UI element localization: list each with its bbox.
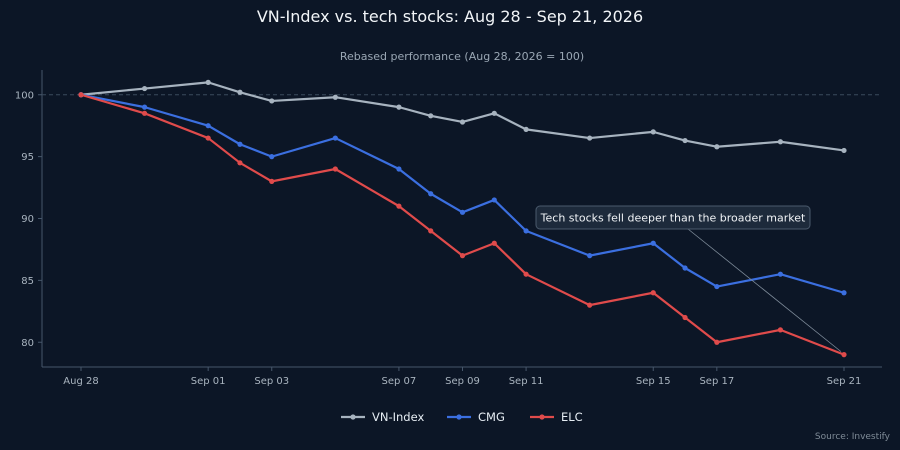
data-point-cmg [205,123,211,129]
data-point-elc [428,228,434,234]
data-point-vn-index [777,139,784,145]
data-point-elc [777,327,784,333]
data-point-elc [205,135,211,141]
legend-label-elc: ELC [561,410,583,424]
data-point-elc [459,253,466,259]
x-tick-label: Sep 17 [699,376,734,387]
source-note: Source: Investify [815,432,891,442]
data-point-vn-index [332,94,338,100]
data-point-elc [332,166,338,172]
data-point-elc [491,240,497,246]
data-point-elc [523,271,529,277]
data-point-vn-index [396,104,402,110]
data-point-cmg [587,253,593,259]
legend-marker-cmg [456,414,462,420]
data-point-vn-index [428,113,434,119]
y-tick-label: 80 [21,338,34,349]
chart-subtitle: Rebased performance (Aug 28, 2026 = 100) [340,50,584,63]
data-point-elc [682,314,688,321]
x-tick-label: Sep 11 [509,376,544,387]
data-point-cmg [459,209,466,215]
x-tick-label: Sep 15 [636,376,671,387]
plot-area: 80 85 90 95 100 Aug 28 Sep 01 Sep 03 Sep 07 Sep 0… [15,70,882,387]
legend: VN-Index CMG ELC [341,410,583,424]
data-point-elc [237,160,243,166]
data-point-cmg [682,265,688,271]
x-tick-label: Sep 03 [254,376,289,387]
data-point-vn-index [714,144,720,150]
data-point-elc [396,203,402,209]
data-point-elc [587,302,593,308]
data-point-cmg [141,104,148,110]
x-tick-label: Sep 21 [827,376,862,387]
legend-marker-elc [539,414,545,420]
y-tick-label: 90 [21,214,34,225]
data-point-vn-index [682,137,688,144]
data-point-vn-index [269,98,275,104]
data-point-vn-index [237,89,243,95]
data-point-cmg [428,191,434,197]
annotation-box [535,205,811,230]
x-tick-label: Sep 01 [191,376,226,387]
y-tick-label: 100 [15,90,34,101]
data-point-cmg [841,290,847,296]
data-point-vn-index [141,85,148,92]
data-point-elc [714,339,720,345]
series-line-vn-index [80,81,845,152]
x-tick-label: Aug 28 [63,376,98,387]
y-tick-label: 95 [21,152,34,163]
data-point-cmg [332,135,338,141]
data-point-vn-index [587,135,593,141]
data-point-cmg [714,283,720,290]
annotation-arrow [687,228,842,352]
data-point-cmg [237,141,243,147]
data-point-cmg [396,166,402,172]
chart-title: VN-Index vs. tech stocks: Aug 28 - Sep 2… [257,7,643,26]
data-point-elc [841,352,847,358]
data-point-cmg [777,271,784,277]
y-tick-label: 85 [21,276,34,287]
data-point-elc [141,110,148,116]
data-point-vn-index [459,119,466,125]
data-point-elc [650,290,656,296]
data-point-vn-index [205,79,211,85]
data-point-cmg [523,228,529,234]
data-point-cmg [491,197,497,203]
data-point-vn-index [523,126,529,132]
data-point-cmg [269,154,275,160]
data-point-cmg [650,240,656,246]
data-point-elc [78,92,84,98]
legend-marker-vn-index [350,414,356,420]
x-tick-label: Sep 07 [382,376,417,387]
x-tick-label: Sep 09 [445,376,480,387]
legend-label-vn-index: VN-Index [372,410,424,424]
data-point-vn-index [841,147,847,154]
annotation-text: Tech stocks fell deeper than the broader… [540,212,806,225]
data-point-vn-index [491,110,497,116]
legend-label-cmg: CMG [478,410,505,424]
data-point-elc [269,178,275,184]
data-point-vn-index [650,129,656,135]
